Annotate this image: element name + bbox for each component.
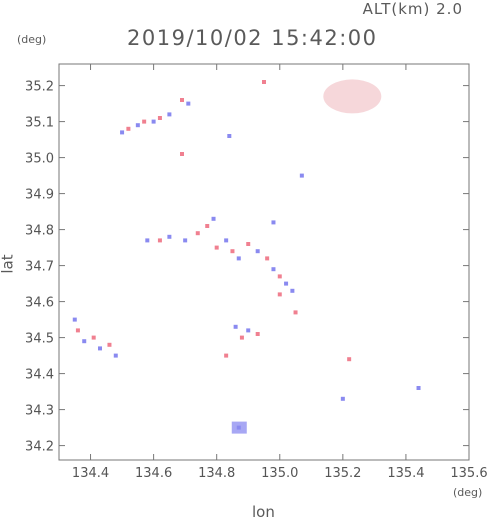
echo-area: [323, 79, 382, 114]
y-tick-label: 34.8: [25, 224, 54, 239]
data-point: [236, 256, 241, 261]
data-point: [246, 328, 251, 333]
data-point: [239, 335, 244, 340]
x-tick-label: 135.4: [387, 466, 424, 481]
y-tick-label: 35.1: [25, 116, 54, 131]
data-point: [135, 123, 140, 128]
data-point: [180, 98, 184, 102]
x-tick-label: 134.6: [135, 466, 172, 481]
data-point: [151, 119, 156, 124]
data-point: [230, 249, 235, 254]
data-point: [255, 249, 260, 254]
data-point: [98, 346, 102, 351]
data-point: [72, 317, 77, 322]
data-point: [157, 238, 162, 243]
x-unit-label: (deg): [453, 486, 483, 499]
data-point: [180, 152, 184, 156]
y-unit-label: (deg): [17, 33, 47, 46]
x-tick-label: 135.6: [450, 466, 487, 481]
y-tick-label: 35.0: [25, 152, 54, 167]
data-point: [91, 335, 96, 340]
data-point: [107, 342, 112, 347]
altitude-label: ALT(km) 2.0: [362, 0, 463, 18]
data-point: [277, 274, 282, 279]
data-point: [186, 101, 191, 106]
data-point: [211, 216, 216, 221]
data-point: [224, 238, 229, 243]
y-tick-label: 34.3: [25, 404, 54, 419]
data-point: [113, 353, 118, 358]
data-point: [277, 292, 282, 297]
data-point: [183, 238, 188, 243]
x-axis-label: lon: [252, 503, 275, 521]
data-point: [293, 310, 298, 315]
data-point: [145, 238, 150, 243]
x-tick-label: 134.8: [198, 466, 235, 481]
data-point: [227, 134, 232, 138]
plot-frame: [58, 63, 470, 461]
data-point: [205, 224, 210, 228]
x-tick-label: 135.0: [261, 466, 298, 481]
data-point: [157, 116, 162, 120]
data-point: [271, 220, 276, 225]
data-point: [299, 173, 304, 178]
data-point: [82, 339, 87, 344]
data-point: [246, 242, 251, 246]
y-tick-label: 34.7: [25, 260, 54, 275]
data-point: [195, 231, 200, 236]
x-tick-label: 134.4: [72, 466, 109, 481]
data-point: [255, 332, 260, 336]
y-tick-label: 34.2: [25, 440, 54, 455]
data-point: [347, 357, 352, 362]
data-point: [265, 256, 270, 261]
y-tick-label: 35.2: [25, 80, 54, 95]
y-tick-label: 34.4: [25, 368, 54, 383]
x-tick-label: 135.2: [324, 466, 361, 481]
data-point: [271, 267, 276, 272]
data-point: [142, 119, 147, 124]
data-point: [167, 112, 172, 117]
data-point: [126, 126, 131, 131]
data-point: [340, 396, 345, 401]
data-point: [167, 234, 172, 239]
y-tick-label: 34.6: [25, 296, 54, 311]
y-tick-label: 34.5: [25, 332, 54, 347]
data-point: [75, 328, 80, 333]
data-point: [214, 245, 219, 250]
data-point: [290, 288, 295, 293]
data-point: [233, 324, 238, 329]
chart-title: 2019/10/02 15:42:00: [127, 26, 378, 50]
data-point: [120, 130, 125, 135]
data-point: [224, 353, 229, 358]
data-point: [262, 80, 266, 84]
data-point: [416, 386, 421, 390]
data-point: [284, 281, 289, 286]
data-point: [236, 425, 241, 430]
y-tick-label: 34.9: [25, 188, 54, 203]
